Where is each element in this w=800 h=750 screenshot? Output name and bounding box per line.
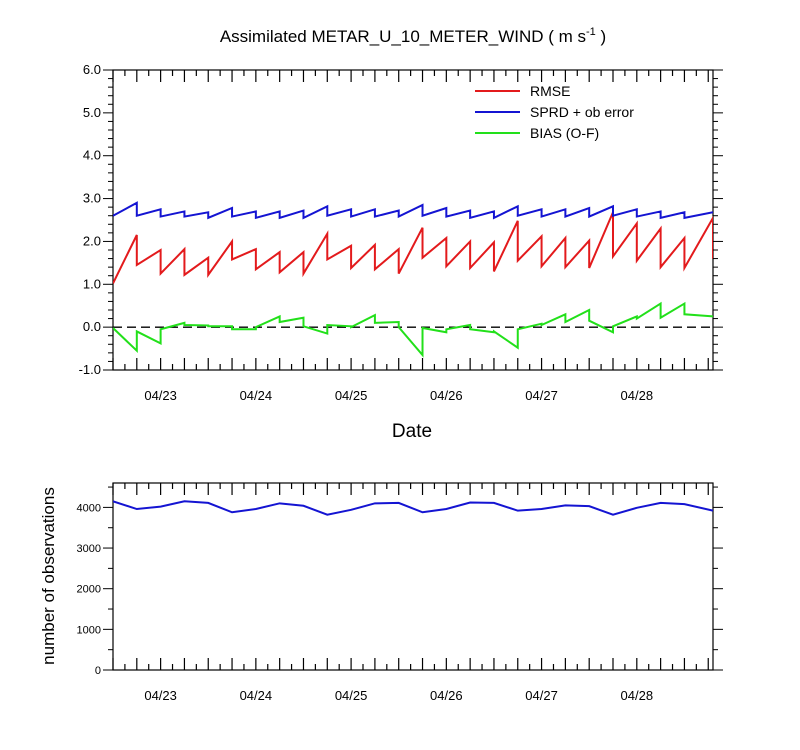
top-x-tick-label: 04/23 <box>144 388 177 403</box>
top-x-tick-label: 04/25 <box>335 388 368 403</box>
bottom-x-tick-label: 04/24 <box>240 688 273 703</box>
chart-title-end: ) <box>596 27 606 46</box>
bottom-chart: 0 1000 2000 3000 4000 04/23 04/24 04/25 04/26 04/… <box>77 482 723 703</box>
bottom-x-tick-label: 04/28 <box>621 688 654 703</box>
series-line-sprd-ob-error <box>113 201 713 220</box>
top-y-tick-label: 1.0 <box>83 276 101 291</box>
bottom-x-tick-label: 04/26 <box>430 688 463 703</box>
bottom-y-tick-label: 0 <box>95 665 101 677</box>
bottom-y-axis-label: number of observations <box>39 487 58 665</box>
series-line-rmse <box>113 211 713 284</box>
bottom-y-tick-label: 1000 <box>77 624 101 636</box>
bottom-plot-frame <box>112 482 714 671</box>
chart-title-superscript: -1 <box>586 26 596 38</box>
bottom-y-tick-label: 2000 <box>77 584 101 596</box>
top-chart: -1.0 0.0 1.0 2.0 3.0 4.0 5.0 6.0 04/23 04/24 04/25… <box>79 62 723 403</box>
series-line-observations <box>113 500 713 516</box>
top-y-tick-label: 5.0 <box>83 105 101 120</box>
legend-label-rmse: RMSE <box>530 83 570 99</box>
top-y-tick-label: 4.0 <box>83 148 101 163</box>
top-y-tick-label: -1.0 <box>79 362 101 377</box>
top-x-tick-label: 04/27 <box>525 388 558 403</box>
bottom-x-tick-label: 04/27 <box>525 688 558 703</box>
top-x-tick-label: 04/26 <box>430 388 463 403</box>
series-line-bias-o-f <box>113 301 713 358</box>
legend-label-sprd-ob-error: SPRD + ob error <box>530 104 634 120</box>
top-y-tick-label: 6.0 <box>83 62 101 77</box>
top-x-tick-label: 04/28 <box>621 388 654 403</box>
top-y-tick-label: 0.0 <box>83 319 101 334</box>
bottom-x-tick-label: 04/25 <box>335 688 368 703</box>
chart-title: Assimilated METAR_U_10_METER_WIND ( m s-… <box>220 26 606 46</box>
bottom-y-tick-label: 4000 <box>77 502 101 514</box>
top-x-tick-label: 04/24 <box>240 388 273 403</box>
legend-label-bias-o-f: BIAS (O-F) <box>530 125 599 141</box>
top-y-tick-label: 3.0 <box>83 191 101 206</box>
chart-title-main: Assimilated METAR_U_10_METER_WIND ( m s <box>220 27 586 46</box>
top-y-tick-label: 2.0 <box>83 233 101 248</box>
bottom-x-tick-label: 04/23 <box>144 688 177 703</box>
top-x-axis-label: Date <box>392 421 432 442</box>
bottom-y-tick-label: 3000 <box>77 543 101 555</box>
